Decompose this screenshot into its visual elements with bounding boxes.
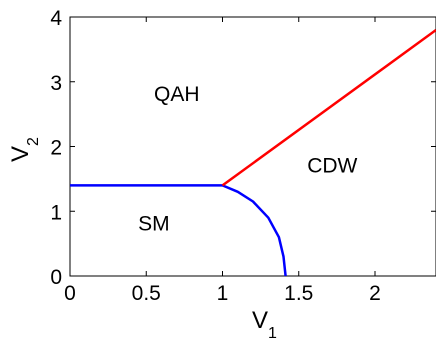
- y-tick-label: 4: [50, 7, 62, 30]
- x-tick-label: 2: [369, 282, 381, 305]
- phase-boundary-2: [221, 28, 436, 187]
- x-tick-label: 1.5: [284, 282, 313, 305]
- y-tick-label: 1: [50, 201, 62, 224]
- x-tick-label: 0.5: [132, 282, 161, 305]
- y-tick-label: 2: [50, 137, 62, 160]
- x-tick-label: 0: [64, 282, 76, 305]
- y-tick-label: 3: [50, 72, 62, 95]
- plot-frame: [69, 16, 436, 277]
- phase-boundary-1: [222, 184, 287, 277]
- region-label-sm: SM: [138, 213, 170, 236]
- x-tick-label: 1: [217, 282, 229, 305]
- y-axis-label: V2: [7, 137, 42, 162]
- x-axis-label: V1: [252, 307, 277, 342]
- y-tick-label: 0: [50, 266, 62, 289]
- region-label-cdw: CDW: [307, 154, 357, 177]
- region-label-qah: QAH: [154, 83, 200, 106]
